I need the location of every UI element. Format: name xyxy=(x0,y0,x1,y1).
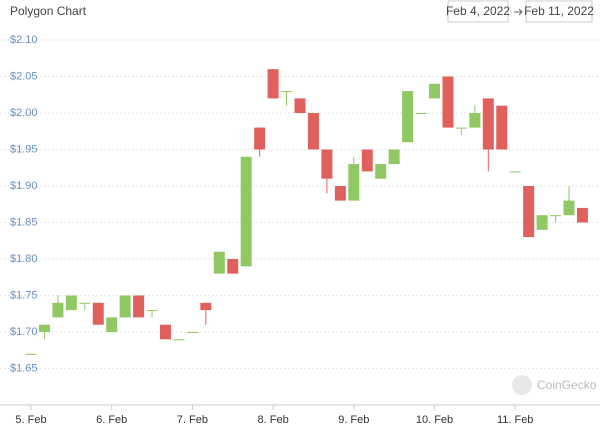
arrow-icon xyxy=(514,8,523,16)
candle-body xyxy=(496,105,508,150)
candle-body xyxy=(281,91,293,93)
watermark: CoinGecko xyxy=(537,378,597,392)
y-tick-label: $2.05 xyxy=(10,70,38,82)
candle-body xyxy=(25,353,37,355)
candle-body xyxy=(52,302,64,318)
candle-body xyxy=(415,113,427,114)
candle-body xyxy=(550,215,562,217)
candle-body xyxy=(146,310,158,312)
date-to[interactable]: Feb 11, 2022 xyxy=(524,4,594,18)
candle-body xyxy=(92,302,104,325)
candle-body xyxy=(79,302,91,304)
x-tick-label: 6. Feb xyxy=(96,414,127,426)
x-tick-label: 11. Feb xyxy=(497,414,534,426)
candle-body xyxy=(442,76,454,128)
candle-body xyxy=(106,317,118,332)
x-tick-label: 9. Feb xyxy=(338,414,369,426)
candle-body xyxy=(402,91,414,143)
y-tick-label: $1.85 xyxy=(10,216,38,228)
x-tick-label: 7. Feb xyxy=(177,414,208,426)
candle-body xyxy=(119,295,131,318)
candle-body xyxy=(173,339,185,341)
candle-body xyxy=(375,164,387,179)
watermark-logo xyxy=(512,375,532,395)
chart-title: Polygon Chart xyxy=(10,4,87,18)
y-tick-label: $1.95 xyxy=(10,143,38,155)
candle-body xyxy=(482,98,494,150)
y-tick-label: $2.10 xyxy=(10,34,38,46)
candle-body xyxy=(65,295,77,311)
candle-body xyxy=(334,186,346,201)
x-tick-label: 10. Feb xyxy=(416,414,453,426)
candle-body xyxy=(267,69,279,99)
candle-body xyxy=(348,164,360,201)
x-tick-label: 8. Feb xyxy=(258,414,289,426)
candle-body xyxy=(160,324,171,340)
y-tick-label: $1.90 xyxy=(10,180,38,192)
candle-body xyxy=(523,186,535,238)
date-from-button[interactable] xyxy=(447,0,509,23)
candle-body xyxy=(576,207,588,223)
candle-body xyxy=(200,302,212,311)
y-tick-label: $1.80 xyxy=(10,253,38,265)
candle-body xyxy=(38,324,50,332)
candle-body xyxy=(186,332,198,333)
candle-body xyxy=(469,113,481,128)
date-from[interactable]: Feb 4, 2022 xyxy=(446,4,510,18)
candle-body xyxy=(536,215,548,230)
y-tick-label: $1.75 xyxy=(10,289,38,301)
candle-body xyxy=(133,295,145,318)
candle-body xyxy=(227,259,239,274)
x-tick-label: 5. Feb xyxy=(15,414,46,426)
candle-body xyxy=(429,83,440,99)
candle-body xyxy=(509,171,521,173)
candle-body xyxy=(307,113,319,150)
candle-body xyxy=(388,149,400,165)
candle-body xyxy=(321,149,333,179)
y-tick-label: $1.65 xyxy=(10,362,38,374)
y-tick-label: $1.70 xyxy=(10,326,38,338)
date-to-button[interactable] xyxy=(525,0,593,23)
candle-body xyxy=(361,149,373,172)
candle-body xyxy=(455,127,467,129)
y-tick-label: $2.00 xyxy=(10,107,38,119)
candle-body xyxy=(240,156,252,267)
candle-body xyxy=(294,98,306,113)
candle-body xyxy=(563,200,575,216)
candle-body xyxy=(254,127,266,150)
candle-body xyxy=(213,251,225,274)
